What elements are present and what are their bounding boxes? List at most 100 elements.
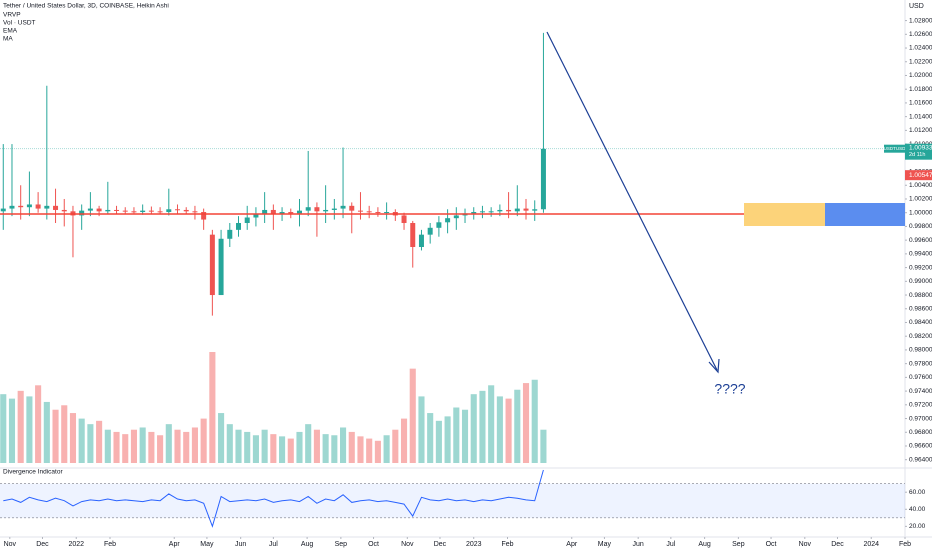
volume-bar (78, 418, 85, 463)
x-tick-label: Apr (169, 541, 181, 548)
x-tick-label: Feb (501, 541, 513, 548)
volume-bar (96, 420, 103, 463)
volume-bar (270, 434, 277, 463)
volume-bar (52, 409, 59, 463)
symbol-tag-bg (884, 144, 905, 153)
candle-body (218, 238, 224, 296)
volume-bar (35, 385, 42, 463)
x-tick-label: Aug (301, 541, 314, 548)
volume-bar (8, 398, 16, 463)
y-tick-label: 1.01200 (909, 127, 932, 134)
y-tick-label: 0.99600 (909, 237, 932, 244)
indicator-name: MA (3, 36, 13, 43)
x-tick-label: Nov (799, 541, 812, 548)
volume-bar (17, 390, 24, 463)
volume-bar (305, 424, 312, 463)
y-tick-label: 0.99200 (909, 264, 932, 271)
volume-bar (130, 429, 138, 463)
volume-bar (340, 427, 347, 463)
arrow-head (708, 358, 720, 374)
y-tick-label: 1.00000 (909, 209, 932, 216)
volume-bar (488, 385, 495, 463)
volume-bar (139, 427, 146, 463)
x-tick-label: Jul (666, 541, 675, 548)
candle-body (540, 148, 546, 210)
candle-body (0, 208, 6, 212)
x-tick-label: Dec (831, 541, 844, 548)
y-tick-label: 0.97400 (909, 388, 932, 395)
volume-bar (409, 368, 416, 463)
x-tick-label: 2023 (466, 541, 482, 548)
indicator-band (0, 483, 905, 518)
candle-body (445, 218, 451, 223)
x-tick-label: Sep (732, 541, 745, 548)
volume-bar (148, 431, 155, 463)
candle-body (96, 208, 102, 212)
candle-body (175, 209, 181, 211)
indicator-line (3, 469, 544, 528)
x-tick-label: Feb (104, 541, 116, 548)
volume-bar (383, 435, 390, 463)
candle-body (471, 212, 477, 214)
candle-body (87, 208, 93, 211)
volume-bar (461, 409, 469, 463)
y-tick-label: 0.98200 (909, 333, 932, 340)
candle-body (331, 208, 337, 210)
pane-title: Divergence Indicator (3, 469, 63, 476)
y-tick-label: 0.96800 (909, 429, 932, 436)
candle-body (201, 212, 207, 220)
candle-body (236, 222, 242, 230)
marks (0, 32, 547, 463)
y-tick-label: 60.00 (909, 489, 926, 496)
yellow-box (744, 203, 825, 226)
candle-body (114, 209, 120, 211)
candle-body (166, 209, 172, 213)
y-tick-label: 0.98000 (909, 347, 932, 354)
candle-body (157, 211, 163, 213)
x-tick-label: Sep (335, 541, 348, 548)
volume-bar (505, 398, 512, 463)
candle-body (44, 205, 50, 209)
x-tick-label: Jun (235, 541, 246, 548)
y-tick-label: 1.01800 (909, 86, 932, 93)
last-price-tag: 1.00933 (909, 144, 932, 151)
candle-body (479, 211, 485, 213)
y-tick-label: 1.02600 (909, 31, 932, 38)
volume-bar (374, 440, 381, 463)
volume-bar (279, 436, 286, 463)
volume-bar (418, 396, 425, 463)
second-price-tag-bg (905, 170, 932, 181)
candle-body (209, 234, 215, 296)
candle-body (401, 215, 407, 223)
y-tick-label: 0.99400 (909, 251, 932, 258)
candle-body (532, 209, 538, 211)
volume-bar (331, 435, 338, 463)
y-tick-label: 0.98800 (909, 292, 932, 299)
y-tick-label: 1.01400 (909, 113, 932, 120)
candle-body (427, 227, 433, 235)
candle-body (183, 209, 189, 212)
countdown: 2d 11h (909, 152, 925, 158)
volume-bar (400, 418, 408, 463)
indicator-name: VRVP (3, 12, 21, 19)
y-tick-label: 0.97800 (909, 360, 932, 367)
candle-body (357, 210, 363, 212)
x-tick-label: Jul (269, 541, 278, 548)
volume-bar (313, 429, 320, 463)
volume-bar (287, 438, 294, 463)
volume-bar (496, 396, 503, 463)
y-tick-label: 1.00400 (909, 182, 932, 189)
y-tick-label: 1.02000 (909, 72, 932, 79)
candle-body (122, 210, 128, 212)
volume-bar (470, 394, 477, 463)
x-tick-label: Dec (36, 541, 49, 548)
candle-body (253, 214, 259, 218)
candle-body (53, 205, 59, 210)
candle-body (514, 208, 520, 212)
volume-bar (218, 413, 225, 463)
y-tick-label: 1.00200 (909, 196, 932, 203)
volume-bar (514, 389, 521, 463)
x-tick-label: Aug (698, 541, 711, 548)
volume-bar (113, 431, 120, 463)
